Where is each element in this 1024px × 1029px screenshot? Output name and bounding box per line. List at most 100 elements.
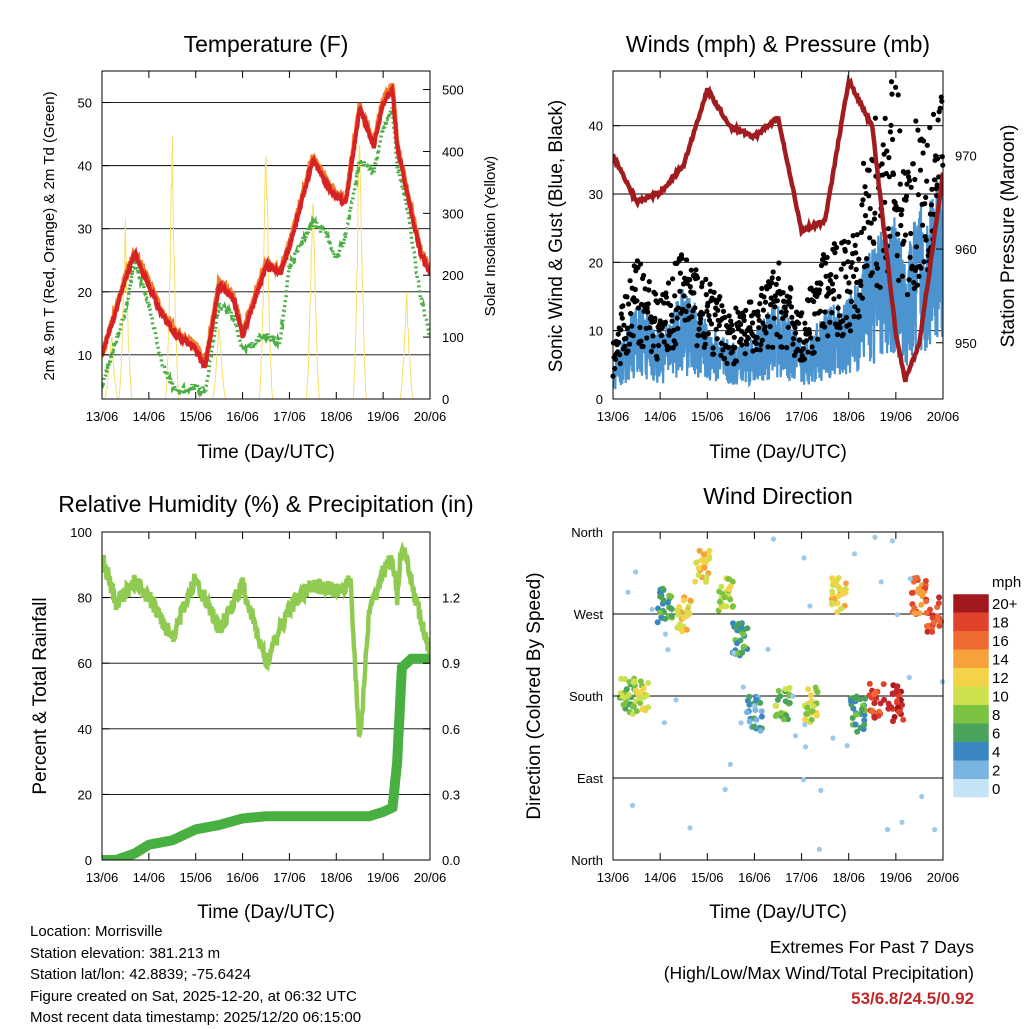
gust-point (935, 156, 941, 162)
gust-point (726, 313, 732, 319)
gust-point (703, 276, 709, 282)
direction-y-tick-label: North (571, 525, 603, 540)
legend-label: 8 (992, 707, 1000, 724)
gust-point (904, 181, 910, 187)
gust-point (937, 105, 943, 111)
gust-point (825, 285, 831, 291)
gust-point (908, 230, 914, 237)
direction-point (829, 588, 836, 595)
gust-point (903, 197, 909, 203)
temperature-y2-tick-label: 200 (442, 268, 464, 283)
direction-point (662, 615, 669, 622)
direction-point (924, 623, 930, 630)
direction-point (840, 590, 846, 597)
direction-point (858, 706, 865, 713)
temperature-frame (101, 70, 431, 400)
gust-point (620, 303, 626, 309)
temperature-y2-tick-label: 400 (442, 144, 464, 159)
direction-point (727, 583, 734, 590)
direction-point (844, 743, 850, 749)
temperature-x-tick-label: 15/06 (179, 409, 212, 424)
gust-point (855, 308, 861, 314)
winds-y-tick-label: 10 (589, 324, 603, 339)
gust-point (618, 327, 624, 333)
temperature-x-label: Time (Day/UTC) (197, 442, 335, 463)
gust-point (626, 301, 632, 307)
direction-point (665, 647, 671, 653)
gust-point (755, 313, 761, 319)
gust-point (818, 281, 824, 287)
gust-point (872, 115, 879, 121)
gust-point (802, 320, 808, 326)
direction-point (738, 720, 744, 726)
humidity-frame (101, 531, 431, 861)
gust-point (755, 309, 761, 315)
direction-point (638, 688, 645, 695)
gust-point (864, 256, 870, 262)
gust-point (880, 142, 886, 148)
direction-point (834, 600, 841, 607)
direction-point (731, 650, 737, 656)
humidity-x-tick-label: 17/06 (273, 870, 306, 885)
gust-point (645, 301, 651, 307)
direction-point (639, 706, 646, 713)
gust-point (888, 79, 895, 85)
gust-point (809, 344, 815, 350)
gust-point (773, 281, 779, 287)
gust-point (915, 127, 921, 133)
direction-point (746, 693, 753, 700)
gust-point (616, 339, 622, 345)
gust-point (691, 290, 697, 296)
gust-point (706, 313, 712, 319)
direction-point (872, 534, 878, 540)
gust-point (833, 244, 840, 251)
direction-point (758, 708, 765, 715)
extremes-subheading: (High/Low/Max Wind/Total Precipitation) (663, 963, 974, 983)
gust-point (756, 325, 762, 331)
gust-point (897, 128, 903, 134)
gust-point (708, 321, 715, 327)
gust-point (753, 340, 759, 346)
gust-point (726, 345, 732, 351)
gust-point (853, 266, 859, 273)
gust-point (824, 254, 830, 260)
winds-y-tick-label: 0 (596, 392, 603, 407)
gust-point (922, 201, 928, 207)
gust-point (871, 240, 877, 246)
gust-point (877, 284, 883, 290)
humidity-y-tick-label: 100 (70, 525, 92, 540)
gust-point (883, 170, 889, 177)
winds-x-label: Time (Day/UTC) (709, 442, 847, 463)
gust-point (787, 294, 793, 301)
gust-point (618, 311, 624, 317)
direction-point (935, 600, 942, 607)
gust-point (764, 313, 771, 319)
direction-point (729, 603, 736, 610)
gust-point (729, 349, 735, 355)
solar-insolation-line (118, 218, 133, 399)
solar-insolation-line (211, 328, 227, 399)
gust-point (789, 314, 795, 320)
gust-point (683, 308, 689, 315)
direction-point (853, 711, 860, 718)
gust-point (743, 307, 749, 313)
gust-point (906, 277, 912, 283)
direction-point (678, 626, 685, 633)
gust-point (882, 115, 888, 121)
direction-point (629, 802, 636, 809)
gust-point (923, 237, 929, 243)
direction-point (805, 686, 812, 693)
gust-point (928, 202, 935, 208)
direction-point (718, 583, 725, 590)
gust-point (759, 285, 765, 292)
direction-point (893, 688, 900, 695)
direction-x-tick-label: 19/06 (880, 870, 913, 885)
direction-point (661, 720, 668, 726)
direction-point (861, 717, 868, 724)
gust-point (879, 161, 885, 167)
direction-point (899, 819, 905, 825)
info-latlon: Station lat/lon: 42.8839; -75.6424 (30, 966, 252, 983)
direction-point (701, 551, 708, 558)
gust-point (907, 254, 913, 260)
gust-point (656, 342, 662, 349)
